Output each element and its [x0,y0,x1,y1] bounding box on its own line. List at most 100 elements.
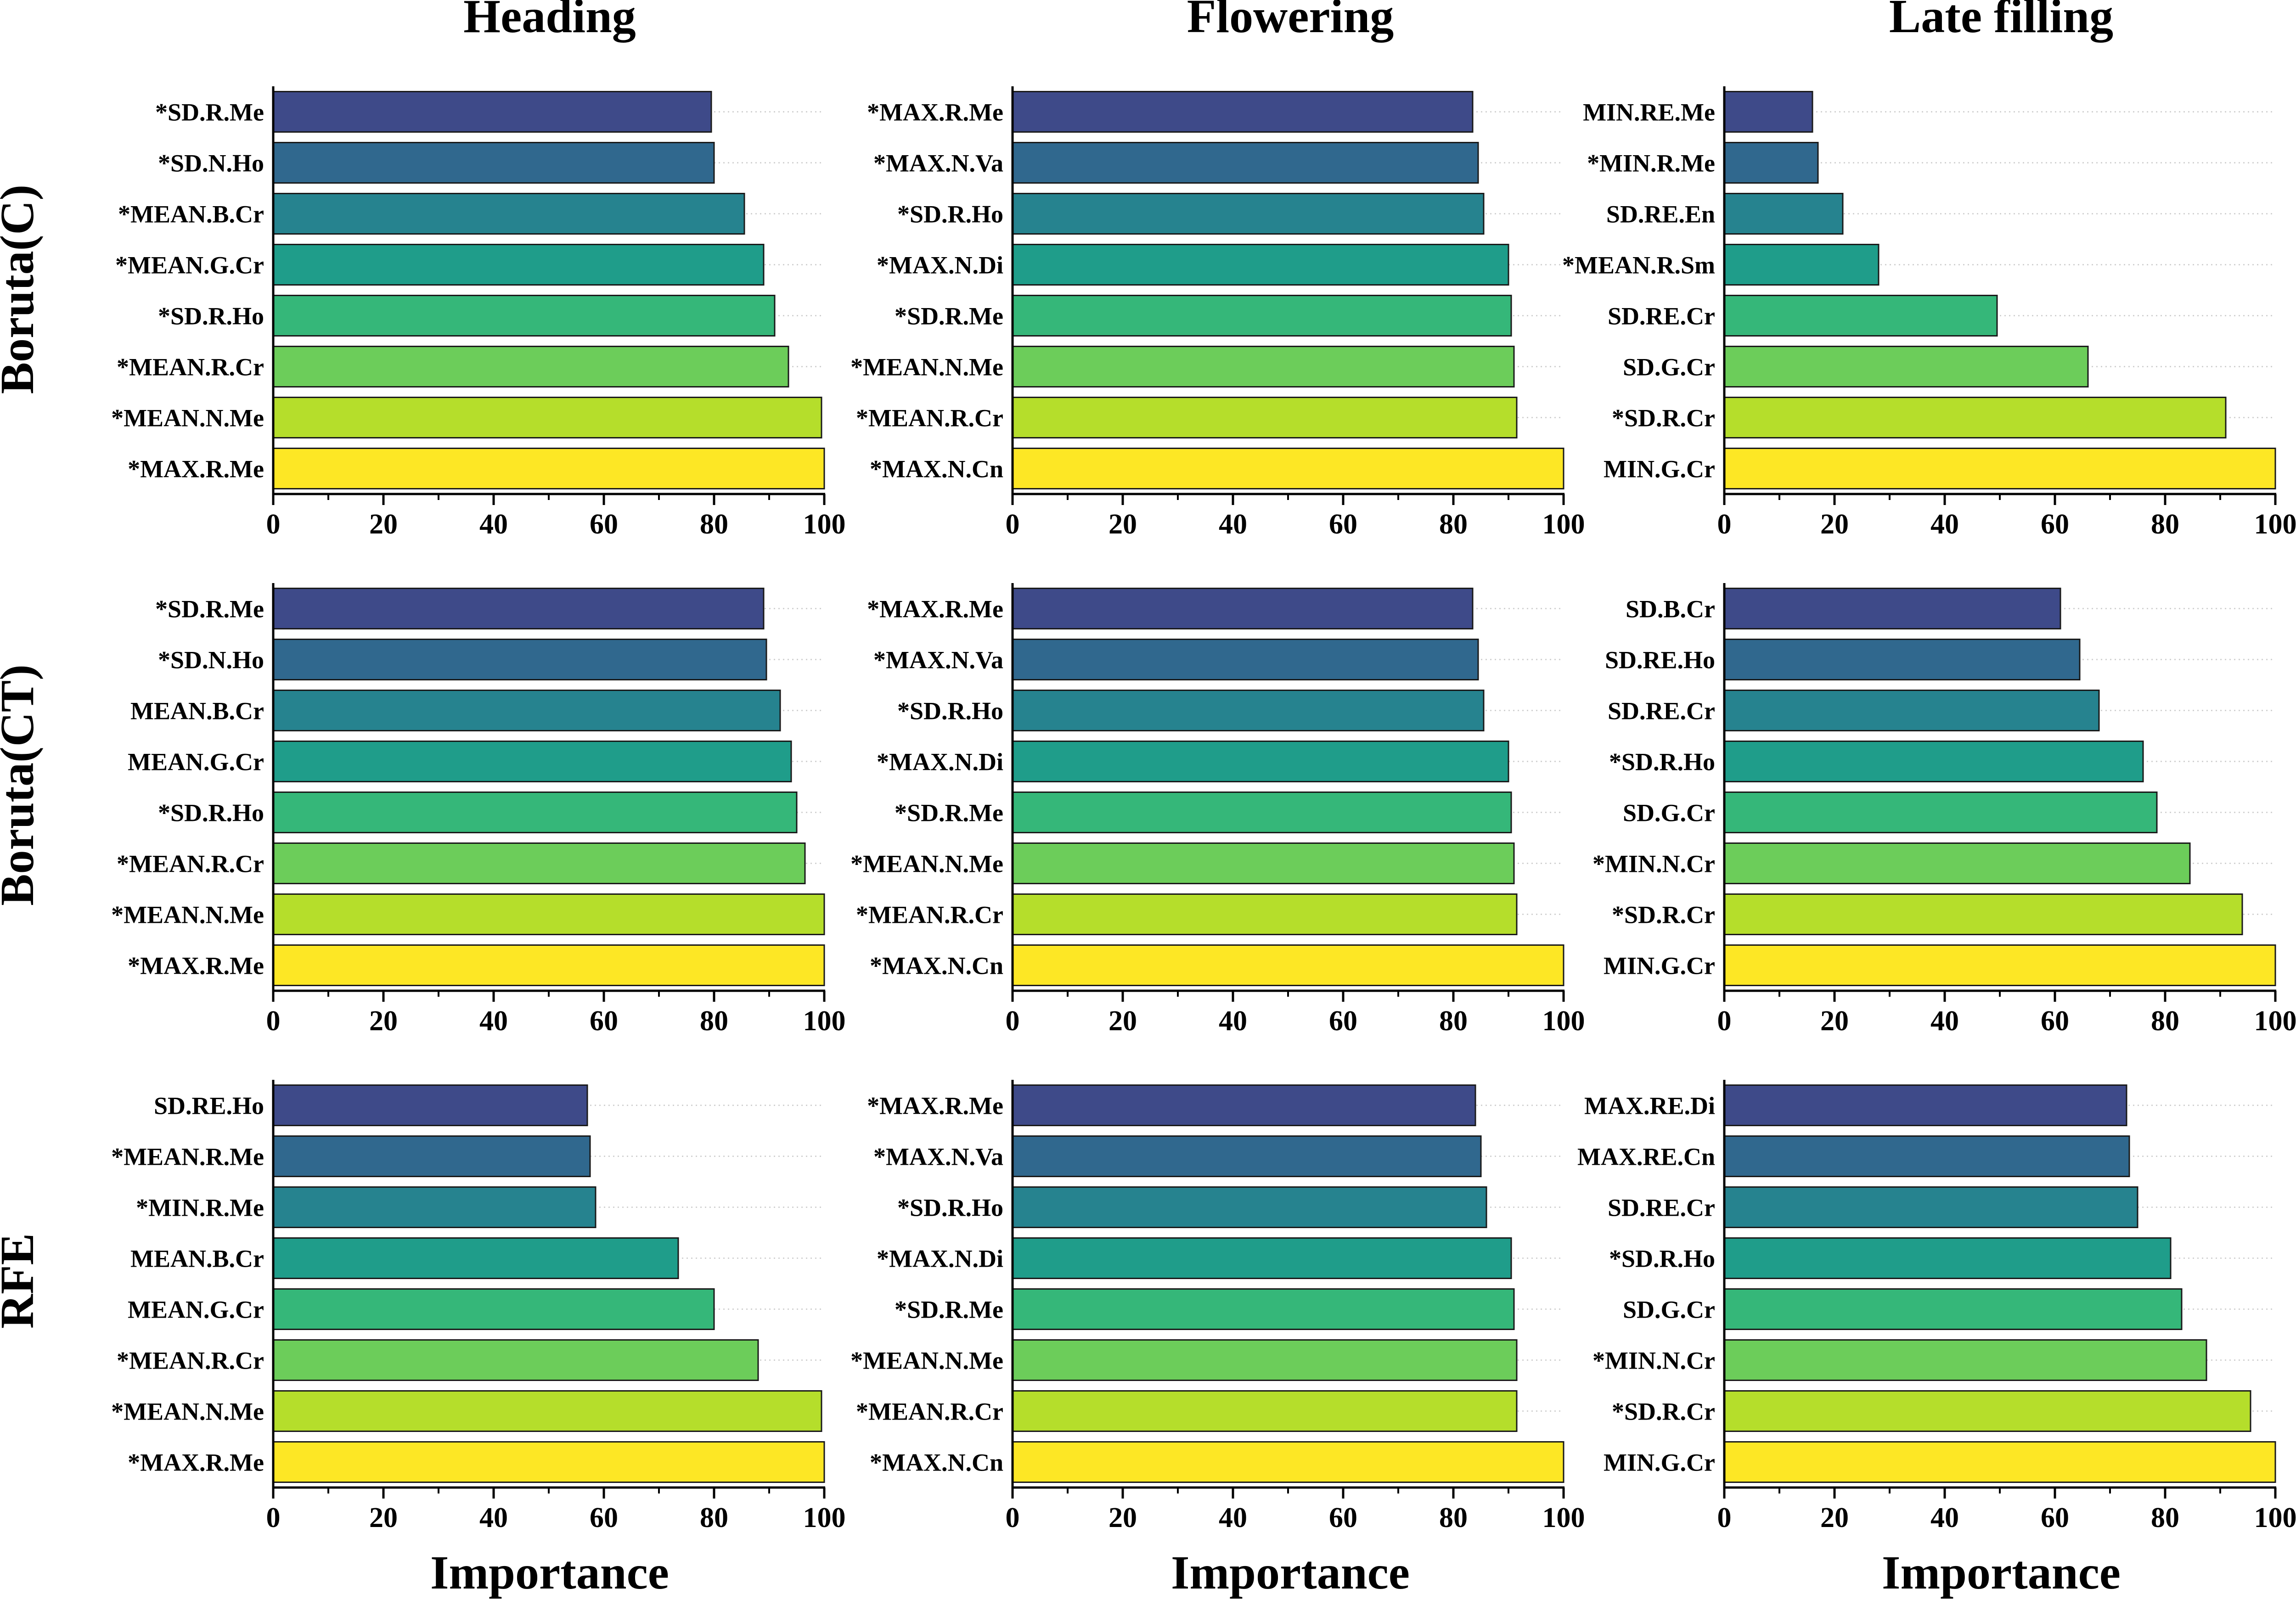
x-tick-label: 40 [1219,1005,1247,1037]
bar [1723,193,1844,235]
panel: SD.B.Cr SD.RE.Ho SD.RE.Cr *SD.R.Ho SD.G.Cr *M… [1593,583,2296,1037]
bar [272,346,789,387]
category-label: *SD.R.Me [155,595,264,623]
category-label: *SD.R.Ho [1609,748,1715,776]
category-label: *MAX.R.Me [867,99,1003,126]
x-tick-label: 20 [1820,1502,1849,1533]
bar [1012,346,1515,387]
category-label: *MAX.N.Va [873,646,1003,674]
category-label: SD.G.Cr [1623,354,1715,381]
x-tick-label: 100 [1542,509,1585,540]
column-title-heading: Heading [463,0,636,43]
x-tick-label: 60 [2041,1005,2069,1037]
category-label: *MAX.N.Cn [870,952,1003,980]
bar [272,842,806,884]
x-tick-label: 40 [479,1005,508,1037]
category-label: *MAX.N.Di [877,252,1003,279]
category-label: *SD.R.Me [895,303,1003,330]
x-tick-label: 0 [1006,509,1020,540]
category-label: *MAX.R.Me [128,952,264,980]
bar [272,193,745,235]
panel: *SD.R.Me *SD.N.Ho *MEAN.B.Cr *MEAN.G.Cr *SD.… [111,86,846,540]
x-tick-label: 0 [1717,509,1732,540]
category-label: SD.RE.Cr [1608,1194,1715,1222]
x-tick-label: 20 [1109,1005,1137,1037]
x-tick-label: 60 [590,1005,618,1037]
x-axis-title-late-filling: Importance [1882,1546,2121,1599]
bar [272,295,776,337]
bar [272,944,825,986]
category-label: *MAX.N.Di [877,748,1003,776]
x-tick-label: 100 [803,1005,846,1037]
category-label: SD.RE.Ho [1605,646,1715,674]
bar [1723,1237,2172,1279]
category-label: *SD.R.Ho [897,697,1003,725]
x-tick-label: 20 [1820,509,1849,540]
bar [272,893,825,935]
category-label: *MAX.N.Cn [870,1449,1003,1476]
x-tick-label: 100 [1542,1502,1585,1533]
category-label: *SD.R.Ho [897,1194,1003,1222]
x-tick-label: 0 [1006,1502,1020,1533]
bar [1723,792,2158,833]
category-label: *SD.R.Cr [1612,1398,1715,1426]
x-tick-label: 80 [700,1005,728,1037]
category-label: *MEAN.R.Cr [117,354,264,381]
category-label: *MEAN.R.Cr [856,1398,1003,1426]
bar [1723,244,1880,286]
category-label: SD.RE.Cr [1608,303,1715,330]
x-tick-label: 80 [2151,509,2179,540]
x-axis-title-flowering: Importance [1171,1546,1410,1599]
bar [1723,588,2061,629]
bar [1723,346,2089,387]
category-label: *SD.R.Me [155,99,264,126]
bar [1012,1186,1487,1228]
bar [1012,1390,1518,1432]
bar [1012,741,1509,782]
x-tick-label: 60 [1329,509,1357,540]
category-label: *MAX.N.Di [877,1245,1003,1273]
row-label-boruta-ct: Boruta(CT) [0,664,44,906]
category-label: *MEAN.R.Sm [1562,252,1715,279]
category-label: MAX.RE.Cn [1577,1143,1715,1171]
category-label: SD.RE.Cr [1608,697,1715,725]
x-tick-label: 20 [369,1502,398,1533]
bar [1012,1084,1476,1126]
bar [1723,741,2144,782]
x-tick-label: 60 [590,1502,618,1533]
x-tick-label: 100 [2254,1005,2296,1037]
category-label: *MAX.N.Va [873,150,1003,177]
x-tick-label: 0 [266,1502,281,1533]
bar [1012,91,1474,133]
bar [1723,142,1819,184]
x-tick-label: 60 [1329,1005,1357,1037]
category-label: *SD.R.Ho [897,201,1003,228]
x-tick-label: 0 [266,509,281,540]
x-tick-label: 80 [1439,1502,1468,1533]
x-tick-label: 40 [479,509,508,540]
category-label: *MEAN.N.Me [850,850,1003,878]
x-tick-label: 100 [803,509,846,540]
bar [1012,295,1512,337]
category-label: MIN.RE.Me [1583,99,1715,126]
bar [1723,1084,2127,1126]
panel: SD.RE.Ho *MEAN.R.Me *MIN.R.Me MEAN.B.Cr MEAN… [111,1080,846,1533]
x-tick-label: 40 [1219,1502,1247,1533]
x-tick-label: 0 [1006,1005,1020,1037]
category-label: *SD.N.Ho [158,646,264,674]
panels: *SD.R.Me *SD.N.Ho *MEAN.B.Cr *MEAN.G.Cr *SD.… [111,86,2296,1533]
x-tick-label: 100 [803,1502,846,1533]
bar [272,690,781,731]
x-tick-label: 20 [369,1005,398,1037]
bar [272,741,792,782]
bar [1012,893,1518,935]
category-label: *MEAN.R.Cr [117,1347,264,1375]
category-label: *SD.N.Ho [158,150,264,177]
x-tick-label: 0 [1717,1502,1732,1533]
category-label: *MEAN.N.Me [850,354,1003,381]
bar [1012,244,1509,286]
category-label: *SD.R.Me [895,799,1003,827]
row-labels: Boruta(C) Boruta(CT) RFE [0,185,44,1329]
bar [272,1390,822,1432]
category-label: *MEAN.N.Me [111,901,264,929]
